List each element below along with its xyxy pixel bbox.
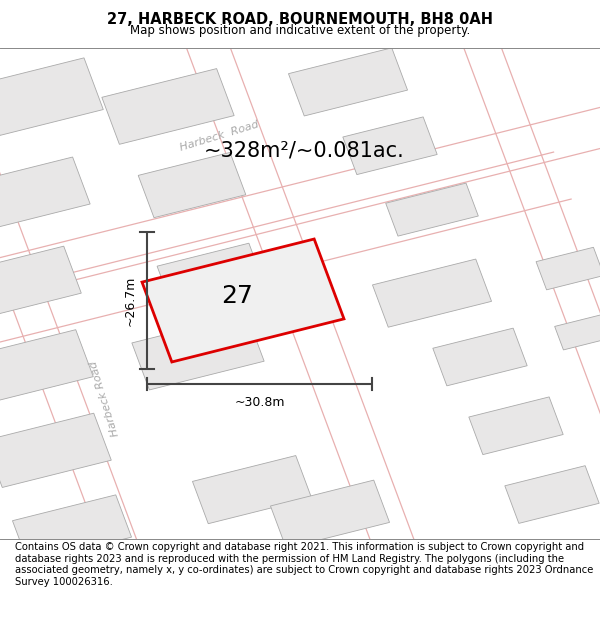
Polygon shape [536, 248, 600, 290]
Text: Map shows position and indicative extent of the property.: Map shows position and indicative extent… [130, 24, 470, 37]
Text: ~328m²/~0.081ac.: ~328m²/~0.081ac. [204, 141, 405, 161]
Text: 27: 27 [221, 284, 253, 308]
Polygon shape [13, 495, 131, 563]
Polygon shape [0, 246, 81, 321]
Polygon shape [0, 413, 111, 488]
Polygon shape [505, 466, 599, 523]
Polygon shape [554, 315, 600, 350]
Polygon shape [0, 58, 103, 136]
Polygon shape [0, 157, 90, 232]
Polygon shape [193, 456, 311, 524]
Polygon shape [157, 243, 263, 304]
Polygon shape [373, 259, 491, 328]
Text: Harbeck  Road: Harbeck Road [178, 119, 260, 152]
Polygon shape [289, 48, 407, 116]
Polygon shape [469, 397, 563, 454]
Text: ~26.7m: ~26.7m [123, 275, 136, 326]
Polygon shape [102, 69, 234, 144]
Text: ~30.8m: ~30.8m [234, 396, 285, 409]
Text: Contains OS data © Crown copyright and database right 2021. This information is : Contains OS data © Crown copyright and d… [15, 542, 593, 587]
Text: 27, HARBECK ROAD, BOURNEMOUTH, BH8 0AH: 27, HARBECK ROAD, BOURNEMOUTH, BH8 0AH [107, 12, 493, 27]
Polygon shape [132, 314, 264, 390]
Polygon shape [386, 183, 478, 236]
Polygon shape [0, 329, 93, 404]
Text: Harbeck Road: Harbeck Road [89, 360, 121, 438]
Polygon shape [142, 239, 344, 362]
Polygon shape [343, 117, 437, 174]
Polygon shape [271, 480, 389, 548]
Polygon shape [433, 328, 527, 386]
Polygon shape [138, 152, 246, 218]
